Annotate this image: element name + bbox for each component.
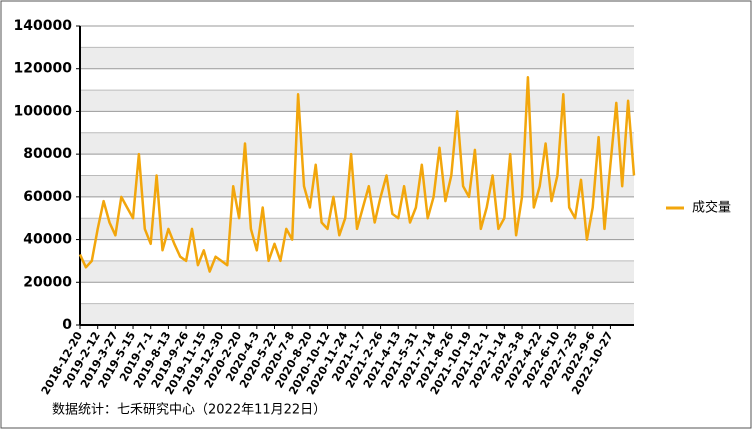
y-tick-label: 140000 xyxy=(14,18,73,34)
y-tick-label: 20000 xyxy=(23,274,72,290)
legend-label: 成交量 xyxy=(692,200,731,216)
grid-band xyxy=(80,47,634,69)
y-tick-label: 60000 xyxy=(23,189,72,205)
y-tick-label: 80000 xyxy=(23,146,72,162)
grid-band xyxy=(80,132,634,155)
source-note: 数据统计：七禾研究中心（2022年11月22日） xyxy=(52,403,326,418)
y-tick-label: 0 xyxy=(62,317,72,333)
y-tick-label: 120000 xyxy=(14,61,73,77)
grid-band xyxy=(80,303,634,325)
y-tick-label: 40000 xyxy=(23,232,72,248)
series-line xyxy=(78,76,636,273)
y-tick-label: 100000 xyxy=(14,103,73,119)
grid-band xyxy=(80,90,634,112)
grid-band xyxy=(80,260,634,283)
